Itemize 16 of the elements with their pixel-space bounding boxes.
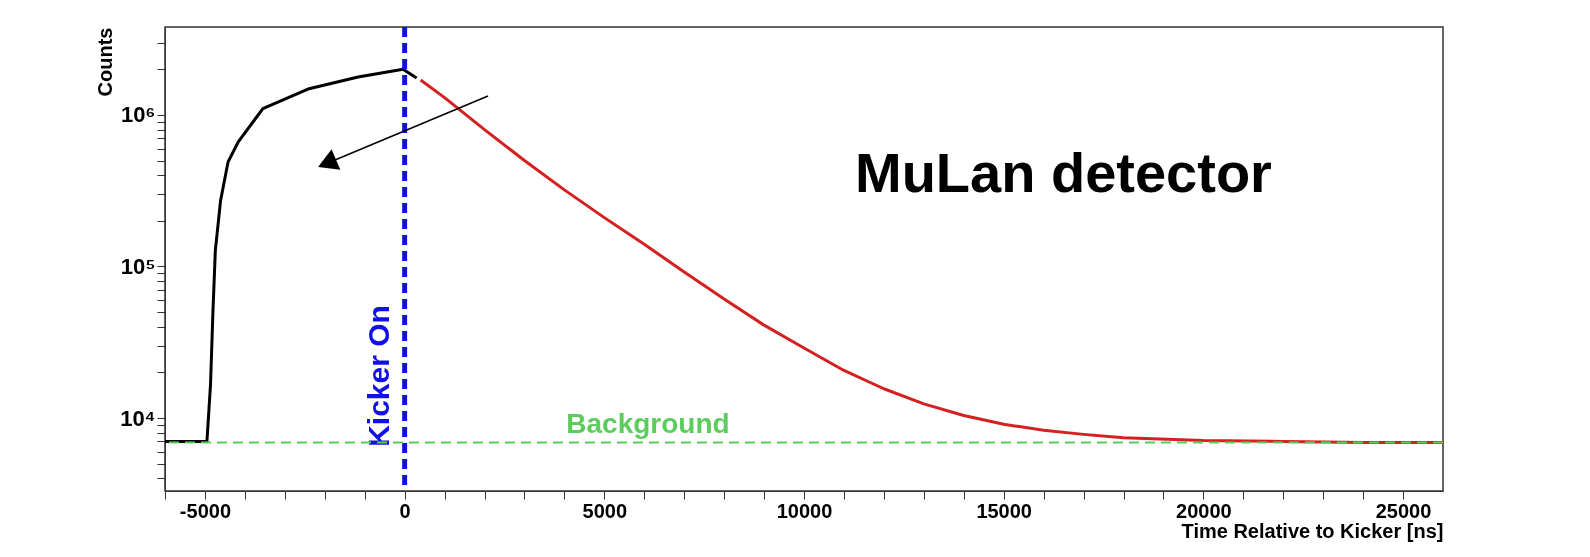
x-tick-label: 25000 [1375, 499, 1432, 522]
y-tick-label: 10⁶ [120, 102, 156, 128]
line-series [163, 67, 419, 443]
annotation: MuLan detector [855, 141, 1272, 204]
x-tick-label: 20000 [1176, 499, 1232, 522]
ref-line-label: Background [566, 408, 730, 440]
x-tick-label: 5000 [582, 499, 628, 522]
y-tick-label: 10⁵ [120, 253, 156, 279]
y-tick-label: 10⁴ [120, 405, 156, 431]
x-tick-label: -5000 [179, 499, 232, 522]
y-axis-title: Counts [94, 27, 117, 97]
x-tick-label: 15000 [976, 499, 1032, 522]
ref-line-label: Kicker On [361, 305, 395, 447]
x-axis-title: Time Relative to Kicker [ns] [1181, 519, 1444, 542]
x-tick-label: 0 [399, 499, 411, 522]
x-tick-label: 10000 [776, 499, 833, 522]
